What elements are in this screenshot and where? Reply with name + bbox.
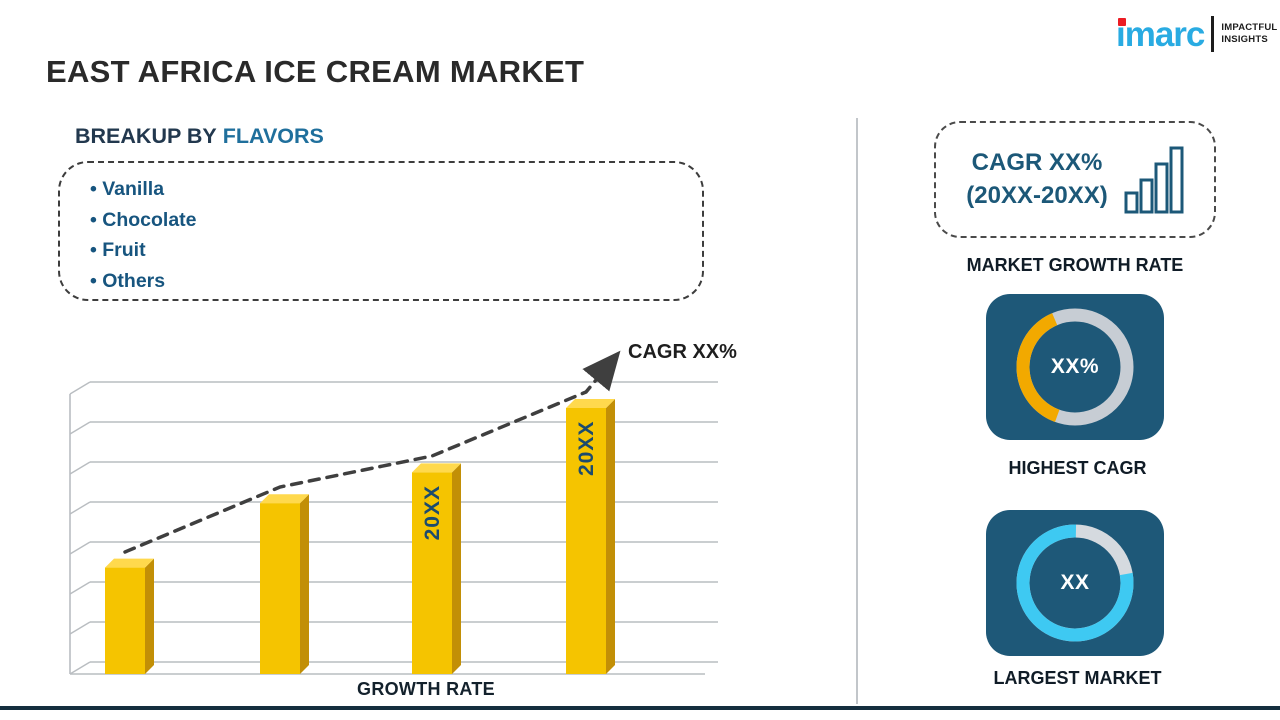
page-title: EAST AFRICA ICE CREAM MARKET <box>46 54 585 89</box>
imarc-logo: imarc IMPACTFUL INSIGHTS <box>1116 16 1277 52</box>
gridline-depth <box>69 661 91 675</box>
gridline-depth <box>69 581 91 595</box>
flavor-item: Others <box>90 266 682 297</box>
chart-x-axis-label: GROWTH RATE <box>357 679 495 699</box>
bar-side <box>606 399 615 674</box>
logo-divider <box>1211 16 1215 52</box>
flavors-box: VanillaChocolateFruitOthers <box>58 161 704 301</box>
gridline-depth <box>69 541 91 555</box>
flavor-item: Vanilla <box>90 174 682 205</box>
bar-top <box>105 558 154 568</box>
flavor-list: VanillaChocolateFruitOthers <box>90 174 682 296</box>
gridline-depth <box>69 621 91 635</box>
logo-tagline: IMPACTFUL INSIGHTS <box>1221 22 1277 46</box>
cagr-box-text: CAGR XX% (20XX-20XX) <box>966 147 1107 212</box>
brand-word: imarc <box>1116 14 1205 54</box>
breakup-heading: BREAKUP BY FLAVORS <box>75 124 324 149</box>
breakup-heading-prefix: BREAKUP BY <box>75 124 217 148</box>
bar-top <box>260 494 309 504</box>
bar-label: 20XX <box>575 421 598 476</box>
bar-side <box>452 463 461 674</box>
highest-cagr-donut-chart <box>1016 308 1134 426</box>
trend-line <box>123 350 621 554</box>
trend-cagr-label: CAGR XX% <box>628 341 737 363</box>
cagr-line2: (20XX-20XX) <box>966 181 1108 209</box>
bar <box>566 408 606 674</box>
imarc-logo-text: imarc <box>1116 14 1205 54</box>
bar-top <box>566 399 615 408</box>
market-growth-rate-caption: MARKET GROWTH RATE <box>966 255 1184 275</box>
breakup-heading-highlight: FLAVORS <box>222 124 324 148</box>
highest-cagr-tile: XX% <box>986 294 1164 440</box>
largest-market-caption: LARGEST MARKET <box>993 668 1162 688</box>
tagline-line2: INSIGHTS <box>1221 34 1268 45</box>
largest-market-donut-chart <box>1016 524 1134 642</box>
gridline-depth <box>69 421 91 435</box>
gridline-depth <box>69 461 91 475</box>
bar <box>105 567 145 674</box>
logo-red-dot-icon <box>1118 17 1126 26</box>
gridline-depth <box>69 501 91 515</box>
highest-cagr-value: XX% <box>1050 355 1100 378</box>
growth-rate-bar-chart: 20XX 20XX <box>69 350 718 675</box>
tagline-line1: IMPACTFUL <box>1221 22 1278 34</box>
flavor-item: Chocolate <box>90 205 682 236</box>
vertical-divider <box>856 118 858 704</box>
bar-side <box>300 494 309 674</box>
gridline-depth <box>69 381 91 395</box>
cagr-line1: CAGR XX% <box>971 149 1103 177</box>
bottom-rule <box>0 706 1280 710</box>
cagr-box: CAGR XX% (20XX-20XX) <box>934 121 1216 238</box>
bar-top <box>412 463 461 473</box>
flavor-item: Fruit <box>90 235 682 266</box>
largest-market-tile: XX <box>986 510 1164 656</box>
bar-label: 20XX <box>421 485 444 540</box>
bar <box>260 503 300 674</box>
bar-chart-icon <box>1124 146 1184 213</box>
bar-side <box>145 558 154 674</box>
largest-market-value: XX <box>1060 571 1090 594</box>
bar <box>412 472 452 674</box>
highest-cagr-caption: HIGHEST CAGR <box>1008 458 1147 478</box>
